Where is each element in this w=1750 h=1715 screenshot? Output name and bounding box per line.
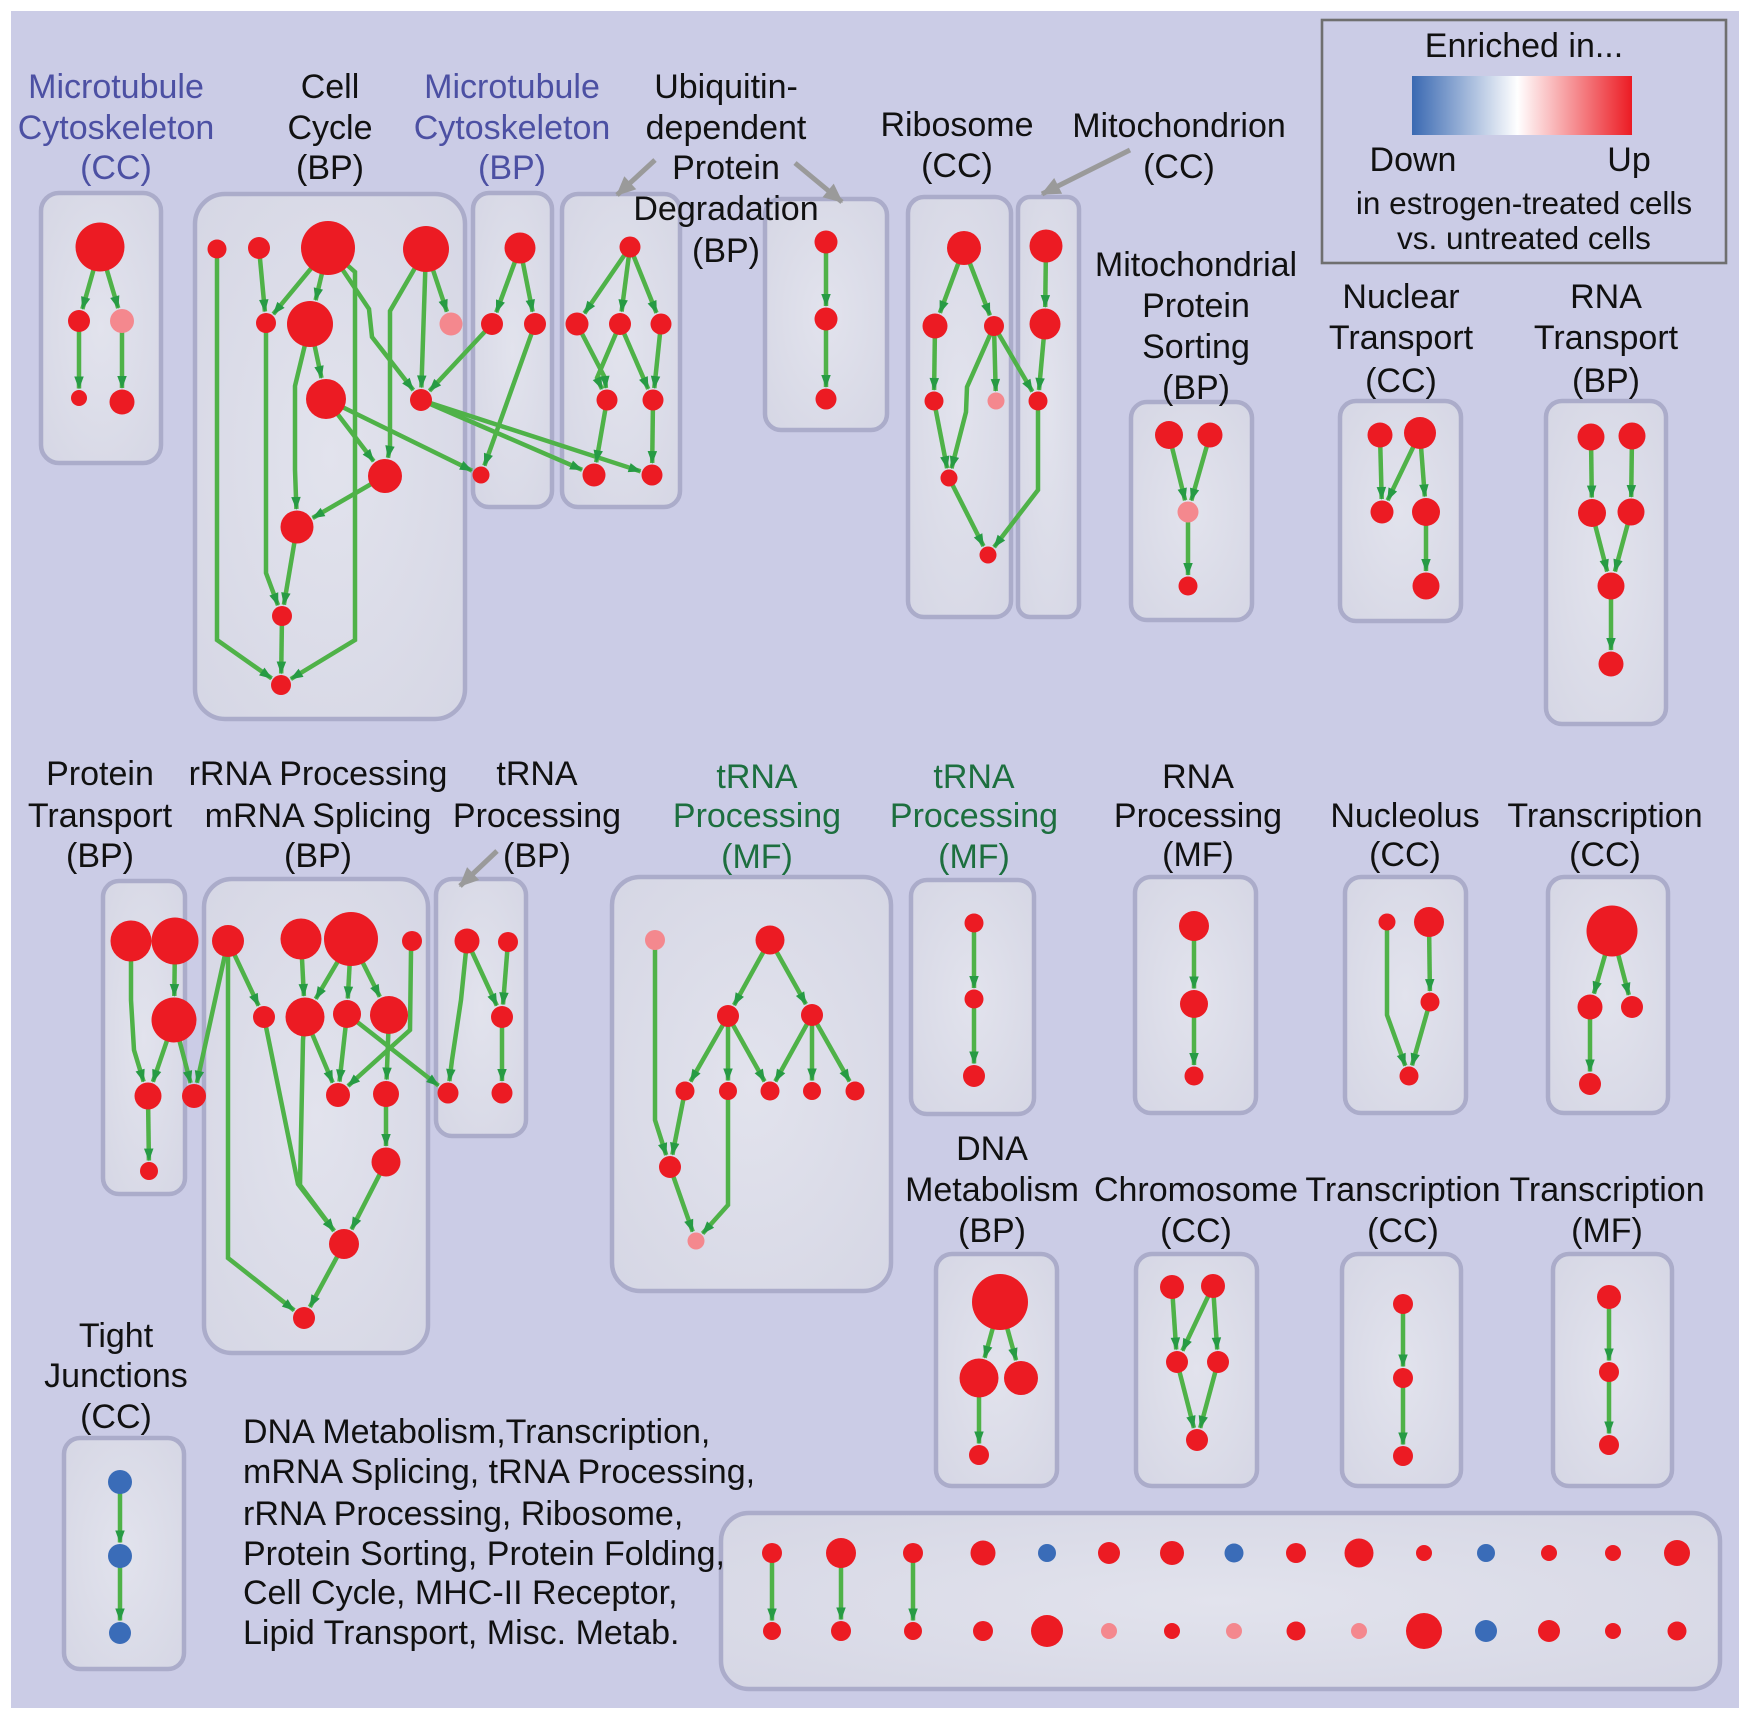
svg-text:(BP): (BP) [503, 837, 571, 875]
svg-text:(CC): (CC) [80, 149, 152, 187]
svg-text:(BP): (BP) [284, 837, 352, 875]
svg-text:Protein: Protein [46, 755, 154, 793]
svg-text:(MF): (MF) [1162, 836, 1234, 874]
svg-text:Microtubule: Microtubule [28, 68, 204, 106]
svg-text:Cycle: Cycle [287, 109, 372, 147]
svg-text:(CC): (CC) [1367, 1212, 1439, 1250]
svg-text:rRNA Processing, Ribosome,: rRNA Processing, Ribosome, [243, 1495, 683, 1533]
svg-text:Sorting: Sorting [1142, 328, 1250, 366]
svg-text:(CC): (CC) [80, 1398, 152, 1436]
svg-text:(CC): (CC) [1160, 1212, 1232, 1250]
svg-text:Ubiquitin-: Ubiquitin- [654, 68, 798, 106]
svg-text:Processing: Processing [890, 797, 1058, 835]
svg-text:Cell Cycle, MHC-II Receptor,: Cell Cycle, MHC-II Receptor, [243, 1574, 678, 1612]
svg-text:Junctions: Junctions [44, 1357, 188, 1395]
svg-text:Metabolism: Metabolism [905, 1171, 1079, 1209]
svg-text:(CC): (CC) [1369, 836, 1441, 874]
svg-text:(MF): (MF) [1571, 1212, 1643, 1250]
svg-text:Microtubule: Microtubule [424, 68, 600, 106]
svg-text:Cell: Cell [301, 68, 360, 106]
svg-text:vs. untreated cells: vs. untreated cells [1397, 220, 1651, 256]
svg-text:Transport: Transport [1329, 319, 1474, 357]
svg-text:(CC): (CC) [1569, 836, 1641, 874]
svg-text:Processing: Processing [453, 797, 621, 835]
svg-text:Mitochondrion: Mitochondrion [1072, 107, 1286, 145]
svg-text:RNA: RNA [1162, 758, 1234, 796]
svg-text:Processing: Processing [1114, 797, 1282, 835]
svg-text:Protein: Protein [1142, 287, 1250, 325]
svg-text:DNA Metabolism,Transcription,: DNA Metabolism,Transcription, [243, 1413, 710, 1451]
svg-text:rRNA Processing: rRNA Processing [189, 755, 448, 793]
svg-text:RNA: RNA [1570, 278, 1642, 316]
svg-text:Enriched in...: Enriched in... [1425, 27, 1623, 65]
svg-text:Up: Up [1607, 141, 1650, 179]
svg-text:DNA: DNA [956, 1130, 1028, 1168]
svg-text:Transcription: Transcription [1507, 797, 1702, 835]
svg-text:(CC): (CC) [1143, 148, 1215, 186]
svg-text:mRNA Splicing: mRNA Splicing [205, 797, 432, 835]
svg-text:(BP): (BP) [478, 149, 546, 187]
svg-text:(BP): (BP) [1162, 369, 1230, 407]
svg-text:in estrogen-treated cells: in estrogen-treated cells [1356, 185, 1692, 221]
svg-text:Ribosome: Ribosome [880, 106, 1033, 144]
svg-text:Transport: Transport [1534, 319, 1679, 357]
svg-text:Protein: Protein [672, 149, 780, 187]
svg-text:Mitochondrial: Mitochondrial [1095, 246, 1297, 284]
svg-text:Cytoskeleton: Cytoskeleton [414, 109, 611, 147]
svg-text:Lipid Transport, Misc. Metab.: Lipid Transport, Misc. Metab. [243, 1614, 680, 1652]
svg-text:Nuclear: Nuclear [1342, 278, 1459, 316]
svg-text:tRNA: tRNA [933, 758, 1015, 796]
svg-text:Transcription: Transcription [1305, 1171, 1500, 1209]
svg-text:Down: Down [1370, 141, 1457, 179]
svg-text:mRNA Splicing, tRNA Processing: mRNA Splicing, tRNA Processing, [243, 1453, 755, 1491]
svg-text:(BP): (BP) [1572, 362, 1640, 400]
svg-text:(BP): (BP) [296, 149, 364, 187]
svg-text:(BP): (BP) [692, 232, 760, 270]
svg-text:Transport: Transport [28, 797, 173, 835]
svg-text:(MF): (MF) [938, 838, 1010, 876]
svg-text:(BP): (BP) [958, 1212, 1026, 1250]
svg-text:tRNA: tRNA [496, 755, 578, 793]
svg-text:Chromosome: Chromosome [1094, 1171, 1298, 1209]
svg-text:dependent: dependent [646, 109, 807, 147]
svg-text:Tight: Tight [79, 1317, 154, 1355]
svg-text:Degradation: Degradation [633, 190, 818, 228]
svg-text:Protein Sorting, Protein Foldi: Protein Sorting, Protein Folding, [243, 1535, 725, 1573]
svg-text:(CC): (CC) [921, 147, 993, 185]
svg-text:Cytoskeleton: Cytoskeleton [18, 109, 215, 147]
svg-text:Processing: Processing [673, 797, 841, 835]
svg-text:(MF): (MF) [721, 838, 793, 876]
svg-text:(BP): (BP) [66, 837, 134, 875]
svg-text:(CC): (CC) [1365, 362, 1437, 400]
svg-text:Transcription: Transcription [1509, 1171, 1704, 1209]
svg-text:Nucleolus: Nucleolus [1330, 797, 1479, 835]
svg-text:tRNA: tRNA [716, 758, 798, 796]
